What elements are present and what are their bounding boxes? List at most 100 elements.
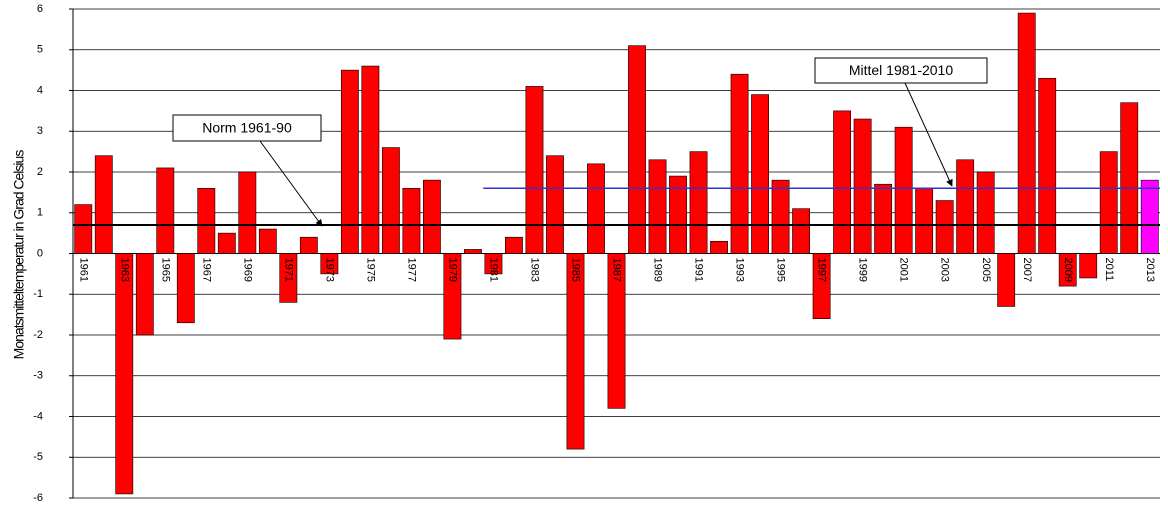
y-tick-label: -6 bbox=[33, 492, 43, 504]
bar bbox=[258, 228, 277, 254]
bar bbox=[484, 253, 503, 275]
y-tick-label: -3 bbox=[33, 370, 43, 382]
y-tick-label: 6 bbox=[37, 3, 43, 15]
x-tick-label: 2009 bbox=[1062, 258, 1074, 282]
bar bbox=[176, 253, 195, 324]
x-tick-label: 1997 bbox=[816, 258, 828, 282]
x-tick-label: 1961 bbox=[77, 258, 89, 282]
bar bbox=[320, 253, 339, 275]
annotation-arrow bbox=[904, 82, 953, 187]
x-tick-label: 1963 bbox=[118, 258, 130, 282]
bar bbox=[915, 188, 934, 254]
bar bbox=[1079, 253, 1098, 279]
bar bbox=[74, 204, 93, 254]
bar bbox=[935, 200, 954, 254]
x-tick-label: 1987 bbox=[611, 258, 623, 282]
bar bbox=[669, 175, 687, 254]
bar bbox=[299, 236, 318, 254]
bar bbox=[1120, 102, 1139, 254]
x-tick-label: 2011 bbox=[1103, 258, 1115, 282]
bar bbox=[1038, 77, 1057, 254]
bar bbox=[1140, 179, 1159, 254]
bar bbox=[628, 45, 646, 254]
bar bbox=[730, 73, 749, 254]
bar bbox=[525, 86, 544, 254]
x-tick-label: 1983 bbox=[529, 258, 541, 282]
x-tick-label: 2003 bbox=[939, 258, 951, 282]
bar bbox=[94, 155, 113, 254]
x-tick-label: 2005 bbox=[980, 258, 992, 282]
bar bbox=[1017, 12, 1036, 254]
bar bbox=[751, 94, 769, 254]
bar bbox=[997, 253, 1016, 307]
y-tick-label: 0 bbox=[37, 247, 43, 259]
x-tick-label: 1991 bbox=[693, 258, 705, 282]
bar bbox=[115, 253, 134, 495]
bar bbox=[976, 171, 995, 254]
bar bbox=[135, 253, 154, 336]
y-tick-label: 1 bbox=[37, 207, 43, 219]
bar bbox=[464, 249, 482, 254]
x-tick-label: 1971 bbox=[282, 258, 294, 282]
bar bbox=[1058, 253, 1077, 287]
x-tick-label: 1993 bbox=[734, 258, 746, 282]
bar bbox=[197, 188, 216, 254]
x-tick-label: 1979 bbox=[447, 258, 459, 282]
bar bbox=[279, 253, 298, 303]
y-axis-label: Monatsmitteltemperatur in Grad Celsius bbox=[11, 150, 27, 360]
bar bbox=[443, 253, 462, 340]
bar bbox=[381, 147, 400, 254]
bar bbox=[217, 232, 236, 254]
bar bbox=[607, 253, 626, 409]
bar bbox=[340, 69, 359, 254]
bar bbox=[792, 208, 810, 254]
bar bbox=[812, 253, 831, 319]
bar bbox=[833, 110, 852, 254]
annotation: Mittel 1981-2010 bbox=[849, 62, 954, 78]
x-tick-label: 1967 bbox=[200, 258, 212, 282]
bar bbox=[156, 167, 175, 254]
bar bbox=[566, 253, 585, 450]
bar bbox=[546, 155, 564, 254]
y-tick-label: -4 bbox=[33, 410, 43, 422]
x-tick-label: 1999 bbox=[857, 258, 869, 282]
bar bbox=[423, 179, 441, 254]
bar bbox=[648, 159, 667, 254]
bar bbox=[956, 159, 975, 254]
y-tick-label: 5 bbox=[37, 44, 43, 56]
bar bbox=[1099, 151, 1118, 254]
annotation-box bbox=[172, 114, 322, 142]
x-tick-label: 1977 bbox=[405, 258, 417, 282]
bar bbox=[402, 188, 421, 254]
x-tick-label: 1995 bbox=[775, 258, 787, 282]
y-tick-label: -1 bbox=[33, 288, 43, 300]
y-tick-label: 4 bbox=[37, 84, 43, 96]
bar bbox=[894, 126, 913, 254]
x-tick-label: 2001 bbox=[898, 258, 910, 282]
bar bbox=[710, 240, 728, 254]
x-tick-label: 1989 bbox=[652, 258, 664, 282]
bar bbox=[874, 183, 893, 254]
x-tick-label: 1969 bbox=[241, 258, 253, 282]
annotation-arrow bbox=[259, 140, 323, 227]
x-tick-label: 2013 bbox=[1144, 258, 1156, 282]
x-tick-label: 1973 bbox=[323, 258, 335, 282]
bar bbox=[771, 179, 790, 254]
bar bbox=[689, 151, 708, 254]
x-tick-label: 1965 bbox=[159, 258, 171, 282]
annotation-box bbox=[814, 57, 988, 84]
bar bbox=[361, 65, 380, 254]
bar bbox=[505, 236, 523, 254]
x-tick-label: 1981 bbox=[488, 258, 500, 282]
bar bbox=[238, 171, 257, 254]
y-tick-label: 2 bbox=[37, 166, 43, 178]
x-tick-label: 1985 bbox=[570, 258, 582, 282]
bar bbox=[587, 163, 605, 254]
y-tick-label: -5 bbox=[33, 451, 43, 463]
y-tick-label: -2 bbox=[33, 329, 43, 341]
y-tick-label: 3 bbox=[37, 125, 43, 137]
annotation: Norm 1961-90 bbox=[202, 120, 292, 136]
x-tick-label: 1975 bbox=[364, 258, 376, 282]
x-tick-label: 2007 bbox=[1021, 258, 1033, 282]
